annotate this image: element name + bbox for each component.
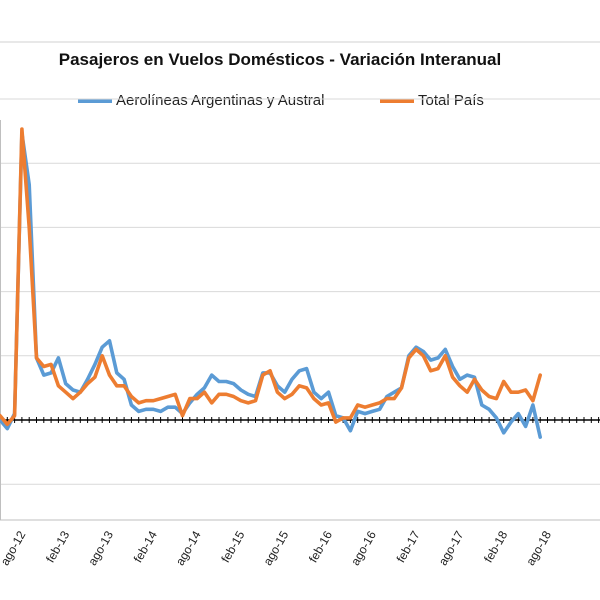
x-tick-label: feb-18 [481,528,510,565]
x-tick-label: ago-13 [85,528,116,568]
x-tick-label: ago-18 [523,528,554,568]
x-tick-label: feb-15 [218,528,247,565]
chart-title: Pasajeros en Vuelos Domésticos - Variaci… [58,50,502,69]
legend-item-total-pais: Total País [380,92,484,109]
chart-legend: Aerolíneas Argentinas y Austral Total Pa… [0,92,600,112]
x-tick-label: ago-15 [260,528,291,568]
x-tick-label: ago-12 [0,528,29,568]
series-line-total-pais [0,127,543,427]
x-tick-label: feb-17 [394,528,423,565]
legend-swatch-aerolineas [78,98,112,103]
legend-item-aerolineas: Aerolíneas Argentinas y Austral [78,92,324,109]
x-tick-label: feb-14 [131,528,160,565]
x-tick-label: feb-16 [306,528,335,565]
x-tick-label: ago-17 [436,528,467,568]
legend-label-total-pais: Total País [418,92,484,109]
legend-swatch-total-pais [380,98,414,103]
x-tick-label: feb-13 [43,528,72,565]
x-tick-label: ago-16 [348,528,379,568]
legend-label-aerolineas: Aerolíneas Argentinas y Austral [116,92,325,109]
x-tick-label: ago-14 [173,528,204,568]
